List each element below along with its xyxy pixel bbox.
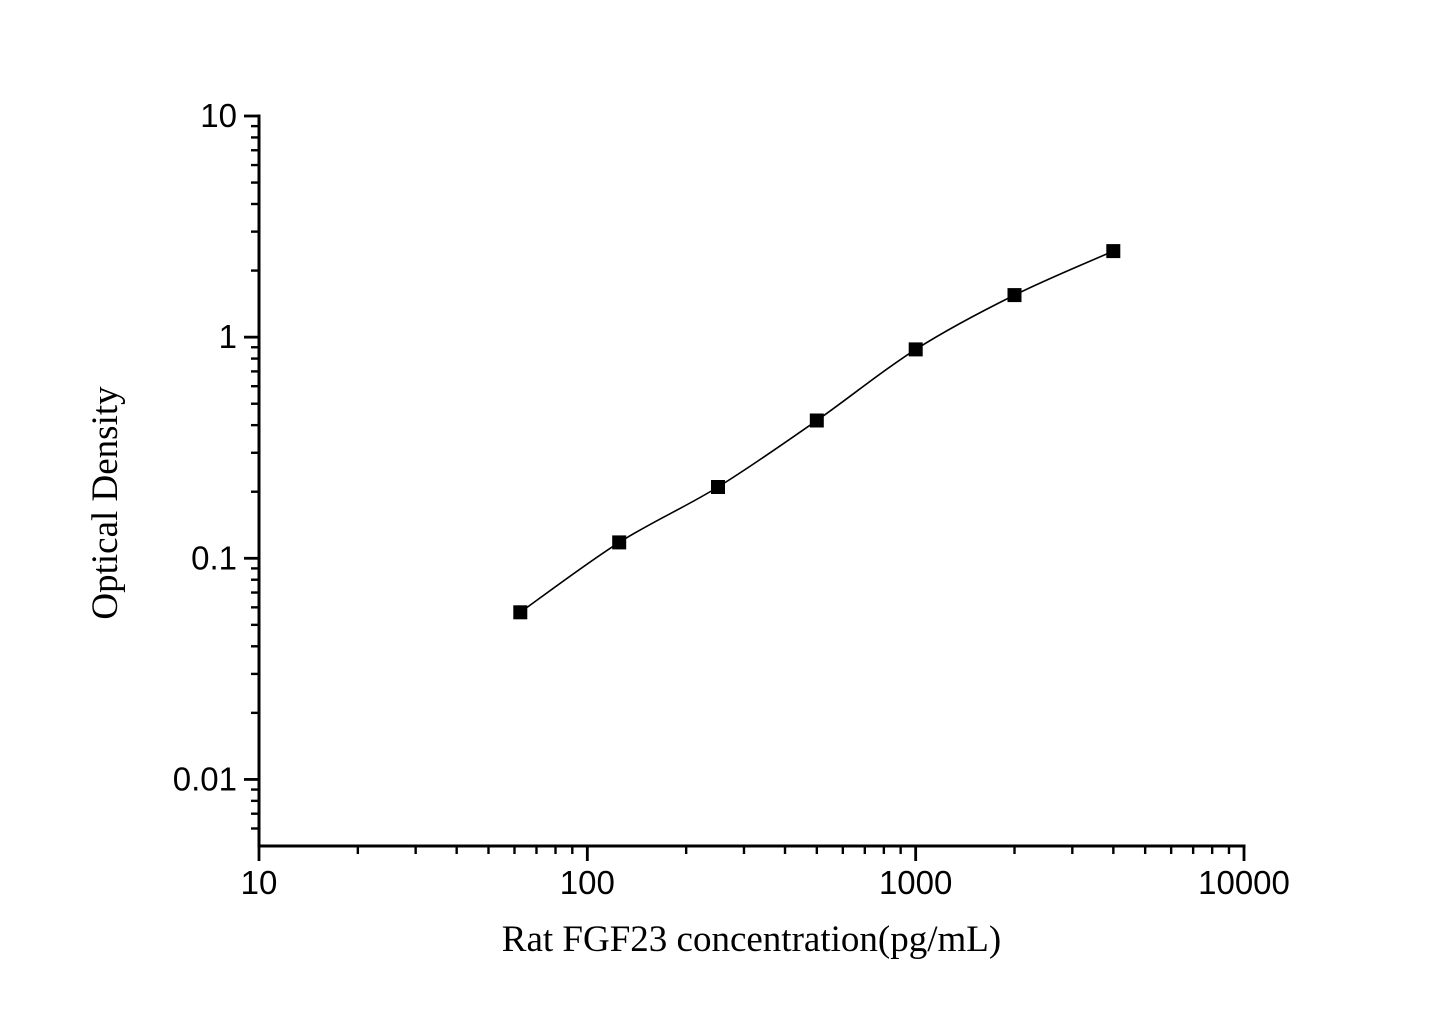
data-point-marker [711, 480, 725, 494]
x-axis-tick-label: 1000 [879, 864, 952, 901]
data-point-marker [612, 535, 627, 550]
data-point-marker [1106, 244, 1121, 259]
data-point-marker [1007, 288, 1022, 303]
series-layer [513, 244, 1121, 620]
y-axis-title: Optical Density [85, 386, 126, 620]
data-point-marker [908, 342, 923, 357]
standard-curve-line [519, 250, 1114, 613]
axes-layer: 10 100 1000 10000 10 1 0.1 0.01 [173, 97, 1290, 901]
y-axis-tick-label: 10 [200, 97, 237, 134]
labels-layer: Rat FGF23 concentration(pg/mL) Optical D… [85, 386, 1001, 960]
data-point-marker [809, 413, 824, 428]
x-axis-tick-label: 100 [560, 864, 615, 901]
data-point-marker [513, 605, 528, 620]
x-axis-tick-label: 10 [241, 864, 278, 901]
y-axis-tick-label: 0.01 [173, 760, 237, 797]
x-axis-tick-label: 10000 [1198, 864, 1290, 901]
y-axis-tick-label: 0.1 [191, 539, 237, 576]
x-axis-title: Rat FGF23 concentration(pg/mL) [502, 919, 1001, 960]
y-axis-tick-label: 1 [219, 318, 237, 355]
